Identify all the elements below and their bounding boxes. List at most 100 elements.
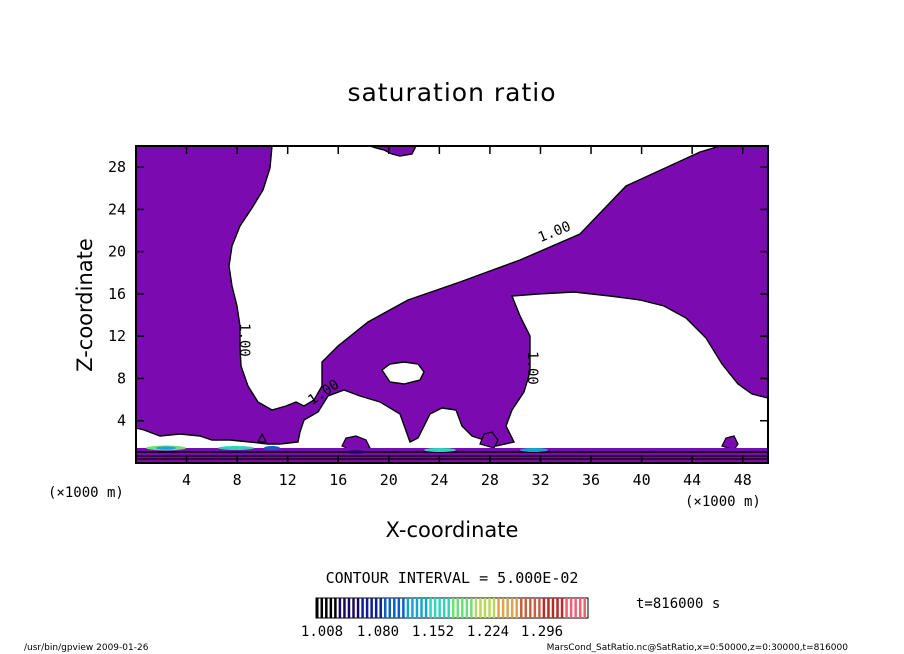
x-axis: 4 8 12 16 20 24 28 32 36 40 44 48 xyxy=(182,146,752,489)
y-tick-label: 12 xyxy=(108,327,126,345)
colorbar-swatch xyxy=(325,598,328,618)
colorbar-swatch xyxy=(447,598,450,618)
colorbar-swatch xyxy=(515,598,518,618)
y-axis-unit: (×1000 m) xyxy=(48,485,124,501)
x-tick-label: 44 xyxy=(683,471,701,489)
colorbar-swatch xyxy=(374,598,378,618)
colorbar-swatch xyxy=(506,598,509,618)
colorbar-swatch xyxy=(547,598,550,618)
colorbar-tick-label: 1.080 xyxy=(357,624,399,640)
colorbar-swatch xyxy=(397,598,401,618)
y-axis-label: Z-coordinate xyxy=(73,238,97,372)
contour-label: 1.00 xyxy=(524,351,540,385)
x-tick-label: 36 xyxy=(582,471,600,489)
contour-fill-region xyxy=(136,146,768,447)
colorbar-swatch xyxy=(320,598,324,618)
colorbar-tick-label: 1.008 xyxy=(301,624,343,640)
colorbar-swatch xyxy=(488,598,491,618)
y-tick-label: 16 xyxy=(108,285,126,303)
colorbar-swatch xyxy=(384,598,387,618)
colorbar-swatch xyxy=(474,598,478,618)
colorbar-swatch xyxy=(406,598,410,618)
colorbar-swatch xyxy=(483,598,487,618)
plot-frame xyxy=(135,145,769,464)
colorbar-swatch xyxy=(420,598,423,618)
x-tick-label: 24 xyxy=(430,471,448,489)
colorbar-swatch xyxy=(356,598,360,618)
x-tick-label: 16 xyxy=(329,471,347,489)
x-tick-label: 40 xyxy=(633,471,651,489)
colorbar-swatch xyxy=(538,598,541,618)
colorbar-swatch xyxy=(316,598,319,618)
colorbar-swatch xyxy=(379,598,382,618)
colorbar-swatch xyxy=(556,598,559,618)
colorbar-swatch xyxy=(565,598,568,618)
time-label: t=816000 s xyxy=(636,596,720,612)
colorbar-swatch xyxy=(388,598,392,618)
x-tick-label: 48 xyxy=(734,471,752,489)
colorbar-swatch xyxy=(529,598,532,618)
colorbar-swatch xyxy=(510,598,514,618)
colorbar-tick-label: 1.296 xyxy=(521,624,563,640)
colorbar-swatch xyxy=(352,598,355,618)
x-tick-label: 12 xyxy=(279,471,297,489)
colorbar-swatch xyxy=(479,598,482,618)
colorbar-swatch xyxy=(578,598,582,618)
footer-right: MarsCond_SatRatio.nc@SatRatio,x=0:50000,… xyxy=(547,643,849,653)
colorbar xyxy=(315,597,589,619)
colorbar-swatch xyxy=(365,598,369,618)
colorbar-swatch xyxy=(438,598,441,618)
colorbar-swatch xyxy=(370,598,373,618)
colorbar-swatch xyxy=(583,598,586,618)
colorbar-swatch xyxy=(492,598,496,618)
colorbar-swatch xyxy=(338,598,342,618)
colorbar-swatch xyxy=(361,598,364,618)
x-tick-label: 28 xyxy=(481,471,499,489)
colorbar-swatch xyxy=(461,598,464,618)
colorbar-swatch xyxy=(524,598,528,618)
x-tick-label: 32 xyxy=(531,471,549,489)
colorbar-swatch xyxy=(393,598,396,618)
colorbar-swatch xyxy=(424,598,428,618)
x-tick-label: 20 xyxy=(380,471,398,489)
x-tick-label: 4 xyxy=(182,471,191,489)
colorbar-swatch xyxy=(343,598,346,618)
colorbar-swatch xyxy=(415,598,419,618)
colorbar-swatch xyxy=(497,598,500,618)
colorbar-swatch xyxy=(334,598,337,618)
colorbar-swatch xyxy=(574,598,577,618)
colorbar-swatch xyxy=(520,598,523,618)
colorbar-swatch xyxy=(442,598,446,618)
y-axis: 4 8 12 16 20 24 28 xyxy=(108,158,768,430)
contour-interval: CONTOUR INTERVAL = 5.000E-02 xyxy=(326,569,579,587)
colorbar-swatch xyxy=(429,598,432,618)
y-tick-label: 24 xyxy=(108,200,126,218)
colorbar-swatch xyxy=(569,598,573,618)
colorbar-swatch xyxy=(329,598,333,618)
colorbar-tick-label: 1.152 xyxy=(412,624,454,640)
colorbar-swatch xyxy=(402,598,405,618)
colorbar-swatch xyxy=(433,598,437,618)
colorbar-swatch xyxy=(470,598,473,618)
colorbar-swatch xyxy=(551,598,555,618)
plot-area: 1.00 1.00 1.00 1.00 4 8 12 16 20 24 28 32 36 40 44… xyxy=(108,145,769,489)
colorbar-swatch xyxy=(456,598,460,618)
colorbar-swatch xyxy=(501,598,505,618)
colorbar-swatch xyxy=(347,598,351,618)
footer-left: /usr/bin/gpview 2009-01-26 xyxy=(24,643,149,653)
y-tick-label: 28 xyxy=(108,158,126,176)
contour-label: 1.00 xyxy=(236,323,252,357)
colorbar-swatch xyxy=(560,598,564,618)
y-tick-label: 20 xyxy=(108,243,126,261)
colorbar-swatch xyxy=(411,598,414,618)
y-tick-label: 8 xyxy=(117,369,126,387)
x-axis-label: X-coordinate xyxy=(386,518,519,542)
y-tick-label: 4 xyxy=(117,412,126,430)
colorbar-swatch xyxy=(542,598,546,618)
colorbar-swatch xyxy=(452,598,455,618)
colorbar-tick-label: 1.224 xyxy=(467,624,509,640)
colorbar-swatch xyxy=(465,598,469,618)
chart-title: saturation ratio xyxy=(347,78,556,107)
x-axis-unit: (×1000 m) xyxy=(685,494,761,510)
